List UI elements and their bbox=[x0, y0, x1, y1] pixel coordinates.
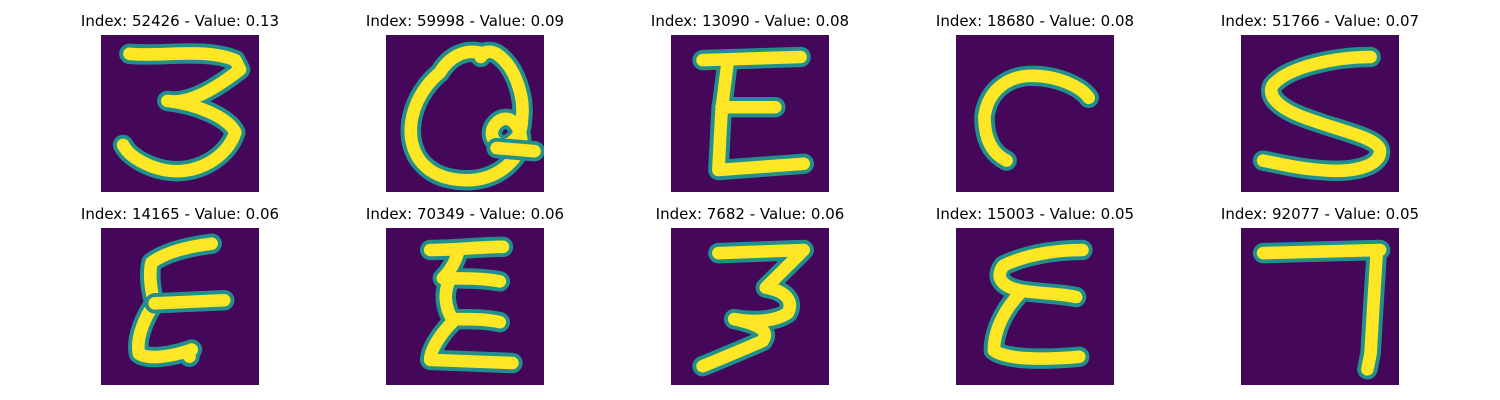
three-curvy-glyph bbox=[112, 43, 251, 182]
hook-glyph bbox=[974, 65, 1099, 171]
loop-glyph bbox=[400, 41, 544, 191]
panel-9: Index: 15003 - Value: 0.05 bbox=[925, 203, 1145, 385]
digit-image bbox=[101, 228, 259, 385]
panel-title: Index: 15003 - Value: 0.05 bbox=[935, 205, 1135, 223]
digit-image bbox=[101, 35, 259, 192]
panel-title: Index: 51766 - Value: 0.07 bbox=[1220, 12, 1420, 30]
panel-3: Index: 13090 - Value: 0.08 bbox=[640, 10, 860, 192]
panel-title: Index: 7682 - Value: 0.06 bbox=[655, 205, 845, 223]
panel-title: Index: 59998 - Value: 0.09 bbox=[365, 12, 565, 30]
letter-s-glyph bbox=[1252, 46, 1391, 181]
digit-image bbox=[671, 35, 829, 192]
panel-5: Index: 51766 - Value: 0.07 bbox=[1210, 10, 1430, 192]
letter-e-wavy-glyph bbox=[419, 236, 523, 374]
epsilon-glyph bbox=[983, 239, 1093, 369]
digit-image bbox=[386, 35, 544, 192]
panel-title: Index: 92077 - Value: 0.05 bbox=[1220, 205, 1420, 223]
digit-image bbox=[671, 228, 829, 385]
panel-6: Index: 14165 - Value: 0.06 bbox=[70, 203, 290, 385]
panel-title: Index: 14165 - Value: 0.06 bbox=[80, 205, 280, 223]
panel-8: Index: 7682 - Value: 0.06 bbox=[640, 203, 860, 385]
seven-glyph bbox=[1252, 239, 1391, 380]
panel-title: Index: 70349 - Value: 0.06 bbox=[365, 205, 565, 223]
letter-e-glyph bbox=[692, 46, 814, 181]
panel-7: Index: 70349 - Value: 0.06 bbox=[355, 203, 575, 385]
panel-10: Index: 92077 - Value: 0.05 bbox=[1210, 203, 1430, 385]
panel-1: Index: 52426 - Value: 0.13 bbox=[70, 10, 290, 192]
panel-2: Index: 59998 - Value: 0.09 bbox=[355, 10, 575, 192]
letter-e-slanted-glyph bbox=[128, 233, 235, 368]
three-angular-glyph bbox=[692, 239, 814, 377]
panel-title: Index: 13090 - Value: 0.08 bbox=[650, 12, 850, 30]
digit-image bbox=[956, 35, 1114, 192]
panel-4: Index: 18680 - Value: 0.08 bbox=[925, 10, 1145, 192]
digit-image bbox=[1241, 228, 1399, 385]
digit-image bbox=[386, 228, 544, 385]
digit-image bbox=[956, 228, 1114, 385]
panel-title: Index: 52426 - Value: 0.13 bbox=[80, 12, 280, 30]
panel-title: Index: 18680 - Value: 0.08 bbox=[935, 12, 1135, 30]
digit-image bbox=[1241, 35, 1399, 192]
